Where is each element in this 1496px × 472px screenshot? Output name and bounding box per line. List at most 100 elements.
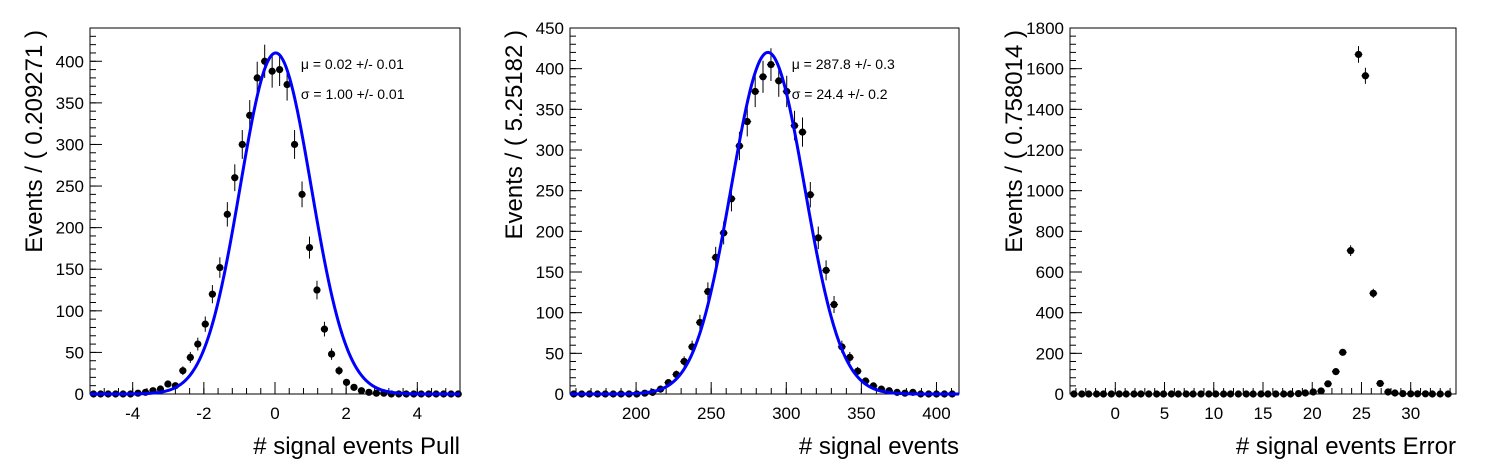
- point-marker: [1407, 390, 1415, 398]
- point-marker: [320, 325, 329, 333]
- y-tick-label: 400: [56, 52, 84, 71]
- y-tick-label: 300: [56, 135, 84, 154]
- data-point: [201, 316, 209, 332]
- point-marker: [1294, 389, 1303, 398]
- fit-parameter-label: μ = 0.02 +/- 0.01: [301, 56, 404, 72]
- point-marker: [1286, 390, 1295, 398]
- x-tick-label: 250: [697, 404, 725, 423]
- data-point: [1361, 67, 1370, 84]
- point-marker: [1115, 390, 1123, 398]
- data-point: [1197, 390, 1205, 398]
- point-marker: [283, 80, 291, 89]
- data-point: [1428, 390, 1437, 398]
- data-point: [1406, 390, 1415, 398]
- data-point: [1384, 388, 1392, 396]
- point-marker: [335, 367, 343, 375]
- data-point: [298, 181, 306, 208]
- point-marker: [1361, 72, 1370, 80]
- data-point: [751, 75, 760, 108]
- data-point: [1107, 390, 1116, 398]
- data-point: [1182, 390, 1191, 398]
- data-point: [179, 366, 187, 376]
- y-tick-label: 1200: [1026, 141, 1064, 160]
- y-tick-label: 250: [536, 182, 564, 201]
- point-marker: [1339, 348, 1347, 356]
- x-tick-label: 2: [341, 404, 350, 423]
- data-point: [1122, 390, 1131, 398]
- data-point: [1092, 390, 1101, 398]
- y-tick-label: 100: [536, 304, 564, 323]
- data-point: [1077, 390, 1086, 398]
- data-point: [1331, 368, 1340, 376]
- data-point: [806, 182, 815, 208]
- point-marker: [1212, 390, 1220, 398]
- y-tick-label: 800: [1036, 222, 1064, 241]
- point-marker: [179, 367, 187, 375]
- point-marker: [357, 387, 366, 395]
- y-tick-label: 450: [536, 19, 564, 38]
- data-point: [1099, 390, 1108, 398]
- point-marker: [1137, 390, 1145, 398]
- point-marker: [1280, 390, 1288, 398]
- data-point: [1070, 390, 1078, 398]
- x-tick-label: 20: [1303, 404, 1322, 423]
- data-point: [845, 351, 854, 363]
- y-tick-label: 600: [1036, 263, 1064, 282]
- point-marker: [1309, 388, 1317, 396]
- data-point: [1234, 390, 1243, 398]
- data-point: [1204, 390, 1213, 398]
- data-point: [194, 337, 202, 351]
- point-marker: [1376, 379, 1384, 388]
- point-marker: [1413, 390, 1422, 398]
- point-marker: [1078, 390, 1086, 398]
- data-point: [1130, 390, 1138, 398]
- y-axis-title: Events / ( 0.209271 ): [21, 30, 48, 253]
- data-point: [1279, 390, 1288, 398]
- point-marker: [268, 67, 276, 75]
- point-marker: [767, 61, 775, 69]
- point-marker: [814, 234, 822, 242]
- y-tick-label: 250: [56, 177, 84, 196]
- data-point: [1369, 288, 1378, 298]
- y-tick-label: 1600: [1026, 60, 1064, 79]
- y-tick-label: 350: [56, 94, 84, 113]
- chart-panel-3: 0 5 10 15 20 25 30 0 200 400 600 800 1000 1200 1400 160…: [1001, 19, 1457, 460]
- data-point: [759, 60, 767, 93]
- data-point: [1167, 390, 1176, 398]
- data-point: [320, 321, 329, 337]
- data-point: [1136, 390, 1145, 398]
- point-marker: [1301, 389, 1309, 397]
- data-point: [1436, 390, 1445, 398]
- point-marker: [327, 350, 336, 358]
- data-point: [357, 387, 366, 395]
- point-marker: [1159, 390, 1168, 398]
- x-tick-label: 4: [413, 404, 422, 423]
- point-marker: [365, 388, 373, 396]
- point-marker: [1130, 390, 1138, 398]
- point-marker: [1428, 390, 1436, 398]
- data-point: [253, 61, 261, 95]
- data-point: [743, 106, 752, 137]
- data-point: [1263, 390, 1272, 398]
- data-point: [814, 226, 823, 250]
- point-marker: [216, 263, 224, 272]
- y-tick-label: 50: [545, 344, 564, 363]
- y-tick-label: 0: [75, 385, 84, 404]
- data-point: [305, 236, 314, 259]
- data-point: [164, 380, 172, 388]
- y-tick-label: 400: [536, 60, 564, 79]
- point-marker: [1242, 390, 1250, 398]
- plot-frame: [569, 27, 960, 395]
- plot-frame: [89, 27, 461, 395]
- data-point: [372, 389, 380, 397]
- point-marker: [1070, 390, 1078, 398]
- point-marker: [1182, 390, 1190, 398]
- x-tick-label: 0: [1111, 404, 1120, 423]
- data-point: [1219, 390, 1228, 398]
- y-tick-label: 0: [1055, 385, 1064, 404]
- point-marker: [164, 380, 172, 388]
- y-tick-label: 400: [1036, 304, 1064, 323]
- point-marker: [1174, 390, 1182, 398]
- data-point: [1159, 390, 1168, 398]
